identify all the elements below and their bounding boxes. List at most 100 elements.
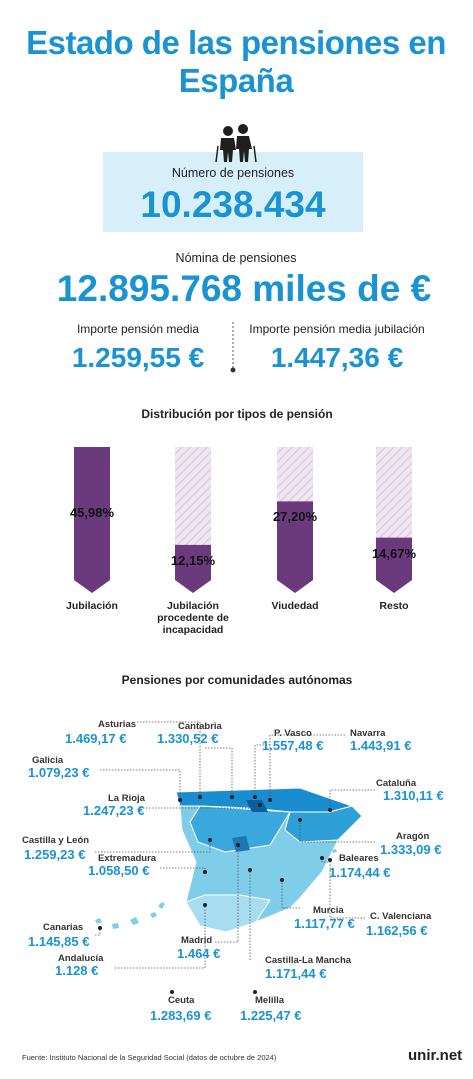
- leader-line: [215, 845, 239, 943]
- avg-ret-label: Importe pensión media jubilación: [249, 322, 425, 336]
- region-name: Madrid: [181, 935, 213, 946]
- region-value: 1.079,23 €: [28, 765, 90, 780]
- region-dot: [320, 856, 324, 860]
- region-name: Navarra: [350, 728, 386, 739]
- region-name: Asturias: [98, 719, 137, 730]
- region-name: Cataluña: [376, 778, 417, 789]
- bar: [175, 544, 211, 593]
- region-dot: [328, 858, 332, 862]
- bar: [74, 447, 110, 593]
- region-name: La Rioja: [108, 793, 145, 804]
- region-dot: [253, 990, 257, 994]
- payroll-value: 12.895.768 miles de €: [56, 268, 432, 309]
- region-dot: [178, 798, 182, 802]
- count-value: 10.238.434: [140, 184, 326, 225]
- region-dot: [268, 798, 272, 802]
- region-name: C. Valenciana: [370, 911, 432, 922]
- region-dot: [298, 818, 302, 822]
- region-dot: [170, 990, 174, 994]
- leader-line: [321, 858, 328, 863]
- region-value: 1.443,91 €: [350, 738, 412, 753]
- bar-category: Resto: [379, 600, 409, 612]
- divider-dot: [230, 367, 236, 373]
- region-dot: [208, 838, 212, 842]
- region-name: Cantabria: [178, 721, 222, 732]
- leader-line: [299, 820, 375, 843]
- region-value: 1.128 €: [55, 963, 99, 978]
- region-value: 1.247,23 €: [83, 803, 145, 818]
- bar-value-label: 12,15%: [170, 552, 216, 568]
- leader-line: [100, 769, 181, 800]
- chart-title: Distribución por tipos de pensión: [141, 407, 333, 421]
- leader-line: [115, 905, 206, 969]
- region-value: 1.058,50 €: [88, 863, 150, 878]
- region-value: 1.310,11 €: [383, 788, 444, 803]
- leader-line: [269, 734, 345, 800]
- count-label: Número de pensiones: [171, 166, 295, 180]
- region-name: Galicia: [32, 755, 64, 766]
- region-name: Ceuta: [168, 995, 195, 1006]
- region-dot: [236, 843, 240, 847]
- pensioners-icon: [215, 124, 257, 163]
- avg-value: 1.259,55 €: [71, 342, 205, 373]
- region-name: Murcia: [313, 905, 344, 916]
- map-title: Pensiones por comunidades autónomas: [121, 673, 353, 687]
- region-dot: [253, 795, 257, 799]
- leader-line: [95, 840, 211, 853]
- region-value: 1.259,23 €: [24, 847, 86, 862]
- brand: unir.net: [408, 1047, 463, 1064]
- region-value: 1.145,85 €: [28, 934, 90, 949]
- region-value: 1.171,44 €: [265, 966, 327, 981]
- bar-category: Jubilación: [66, 600, 118, 612]
- leader-line: [205, 747, 233, 797]
- spain-map: [95, 787, 363, 933]
- region-value: 1.117,77 €: [294, 916, 355, 931]
- region-name: P. Vasco: [274, 728, 312, 739]
- region-value: 1.330,52 €: [157, 731, 219, 746]
- region-dot: [98, 926, 102, 930]
- region-name: Andalucía: [58, 953, 104, 964]
- region-name: Baleares: [339, 853, 379, 864]
- source: Fuente: Instituto Nacional de la Segurid…: [22, 1053, 277, 1062]
- region-dot: [198, 795, 202, 799]
- region-dot: [328, 808, 332, 812]
- region-dot: [248, 868, 252, 872]
- bar-category: Jubilación procedente de incapacidad: [157, 600, 229, 636]
- region-value: 1.557,48 €: [262, 738, 324, 753]
- payroll-label: Nómina de pensiones: [175, 251, 297, 265]
- count-box: [103, 152, 363, 232]
- bar: [277, 501, 313, 593]
- avg-label: Importe pensión media: [76, 322, 200, 336]
- region-value: 1.464 €: [177, 946, 221, 961]
- region-dot: [280, 878, 284, 882]
- leader-line: [329, 789, 375, 810]
- region-dot: [230, 795, 234, 799]
- leader-line: [95, 928, 101, 936]
- bar-value-label: 27,20%: [272, 509, 318, 525]
- avg-ret-value: 1.447,36 €: [270, 342, 404, 373]
- region-name: Canarias: [43, 922, 84, 933]
- region-name: Castilla y León: [22, 835, 90, 846]
- leader-line: [140, 805, 261, 809]
- bar-value-label: 14,67%: [371, 545, 417, 561]
- region-value: 1.225,47 €: [240, 1008, 302, 1023]
- bar-value-label: 45,98%: [69, 505, 115, 520]
- title: Estado de las pensiones en España: [26, 24, 446, 99]
- region-name: Melilla: [255, 995, 285, 1006]
- region-dot: [203, 870, 207, 874]
- region-dot: [203, 903, 207, 907]
- leader-line: [137, 721, 201, 797]
- region-value: 1.162,56 €: [366, 923, 428, 938]
- region-value: 1.469,17 €: [65, 731, 127, 746]
- leader-line: [254, 744, 270, 797]
- leader-line: [160, 867, 206, 872]
- region-value: 1.283,69 €: [150, 1008, 212, 1023]
- region-dot: [258, 803, 262, 807]
- leader-line: [281, 880, 300, 909]
- region-name: Extremadura: [98, 853, 157, 864]
- region-name: Castilla-La Mancha: [265, 955, 352, 966]
- region-value: 1.333,09 €: [380, 842, 442, 857]
- bar: [376, 537, 412, 593]
